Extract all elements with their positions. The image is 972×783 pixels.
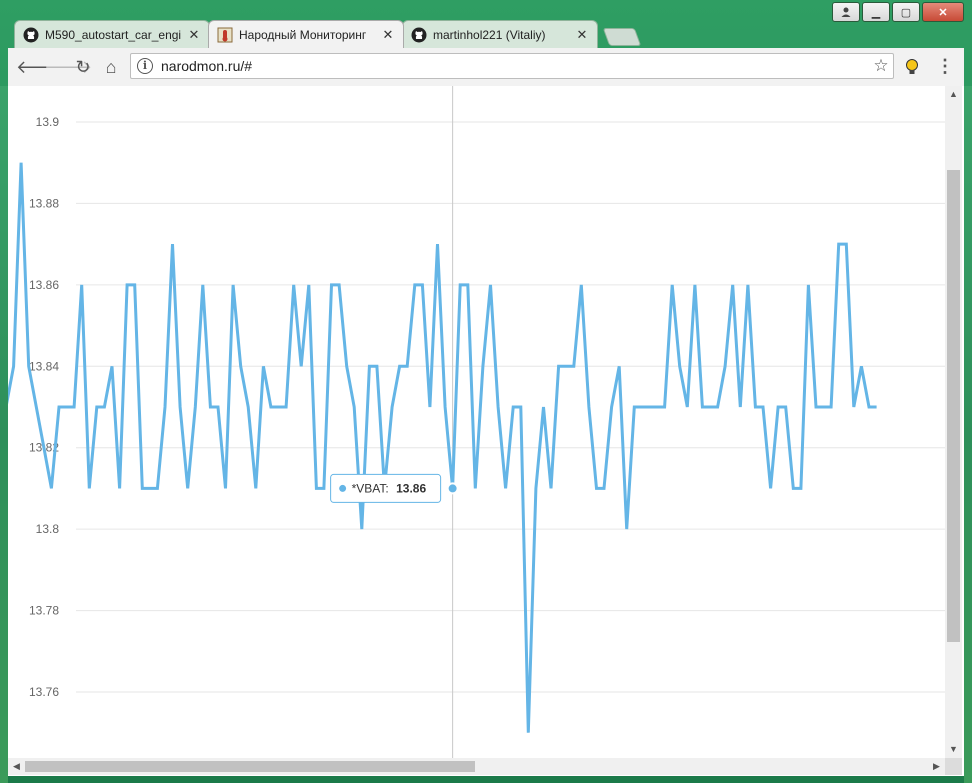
scroll-down-icon[interactable]: ▼: [949, 744, 958, 754]
page-viewport: 13.9 13.88 13.86 13.84 13.82 13.8 13.78 13.76 *…: [8, 86, 964, 776]
scroll-right-icon[interactable]: ▶: [933, 761, 940, 771]
tab-title: M590_autostart_car_engi: [45, 27, 182, 42]
tab-strip: M590_autostart_car_engi ✕ Народный Монит…: [14, 20, 598, 48]
horizontal-scroll-thumb[interactable]: [25, 761, 475, 772]
tab-title: Народный Мониторинг: [239, 27, 367, 42]
maximize-button[interactable]: ▢: [892, 2, 920, 22]
reload-icon[interactable]: ↻: [75, 57, 91, 77]
github-icon: [411, 27, 427, 42]
vertical-scrollbar[interactable]: ▲ ▼: [945, 86, 962, 758]
star-icon[interactable]: ☆: [873, 56, 889, 75]
y-tick-label: 13.8: [36, 522, 60, 536]
back-arrow-icon[interactable]: 🡐: [16, 57, 65, 77]
chart-tooltip: *VBAT: 13.86: [330, 473, 442, 503]
y-tick-label: 13.88: [29, 196, 59, 210]
browser-toolbar: 🡐 🡒 ↻ ⌂ i narodmon.ru/# ☆ ⋮: [8, 48, 964, 87]
hover-point: [446, 482, 459, 495]
window-caption-buttons: ▁ ▢ ✕: [832, 2, 964, 22]
tooltip-label: *VBAT:: [352, 481, 389, 495]
close-tab-icon[interactable]: ✕: [382, 26, 394, 42]
series-line-vbat: [8, 162, 877, 733]
close-window-button[interactable]: ✕: [922, 2, 964, 22]
tab-narodmon[interactable]: Народный Мониторинг ✕: [208, 20, 404, 48]
lightbulb-icon[interactable]: [904, 58, 920, 76]
y-tick-label: 13.9: [36, 115, 60, 129]
tab-martinhol221[interactable]: martinhol221 (Vitaliy) ✕: [402, 20, 598, 48]
minimize-button[interactable]: ▁: [862, 2, 890, 22]
vertical-scroll-thumb[interactable]: [947, 170, 960, 642]
user-profile-icon[interactable]: [832, 2, 860, 22]
github-icon: [23, 27, 39, 42]
address-bar[interactable]: i narodmon.ru/# ☆: [130, 53, 894, 79]
info-icon[interactable]: i: [137, 58, 153, 74]
y-tick-label: 13.78: [29, 604, 59, 618]
close-tab-icon[interactable]: ✕: [188, 26, 200, 42]
scroll-up-icon[interactable]: ▲: [949, 89, 958, 99]
y-tick-label: 13.84: [29, 359, 59, 373]
tooltip-box: [330, 473, 442, 503]
y-tick-label: 13.86: [29, 278, 59, 292]
tooltip-series-dot: [339, 484, 347, 492]
scrollbar-corner: [945, 758, 962, 775]
new-tab-button[interactable]: [602, 28, 642, 46]
kebab-menu-icon[interactable]: ⋮: [936, 56, 954, 76]
scroll-left-icon[interactable]: ◀: [13, 761, 20, 771]
desktop-background-left: [0, 86, 8, 783]
home-icon[interactable]: ⌂: [105, 57, 117, 77]
close-tab-icon[interactable]: ✕: [576, 26, 588, 42]
tab-m590[interactable]: M590_autostart_car_engi ✕: [14, 20, 210, 48]
tab-title: martinhol221 (Vitaliy): [433, 27, 546, 42]
y-tick-label: 13.76: [29, 685, 59, 699]
tooltip-value: 13.86: [396, 481, 426, 495]
forward-arrow-icon[interactable]: 🡒: [44, 57, 93, 77]
narodmon-icon: [217, 27, 233, 42]
horizontal-scrollbar[interactable]: ◀ ▶: [8, 758, 945, 775]
desktop-background-right: [964, 86, 972, 783]
url-text[interactable]: narodmon.ru/#: [161, 58, 253, 74]
tooltip-text: *VBAT: 13.86: [352, 481, 427, 495]
